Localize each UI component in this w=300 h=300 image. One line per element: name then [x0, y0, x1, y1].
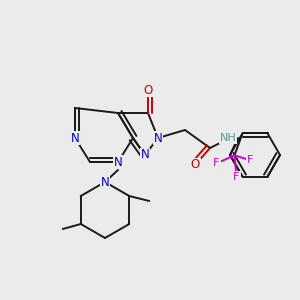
- Text: O: O: [190, 158, 200, 172]
- Text: N: N: [154, 131, 162, 145]
- Text: F: F: [247, 155, 254, 165]
- Text: NH: NH: [220, 133, 236, 143]
- Text: O: O: [143, 83, 153, 97]
- Text: N: N: [114, 155, 122, 169]
- Text: F: F: [233, 172, 240, 182]
- Text: N: N: [70, 131, 80, 145]
- Text: N: N: [141, 148, 149, 161]
- Text: F: F: [213, 158, 220, 168]
- Text: N: N: [100, 176, 109, 188]
